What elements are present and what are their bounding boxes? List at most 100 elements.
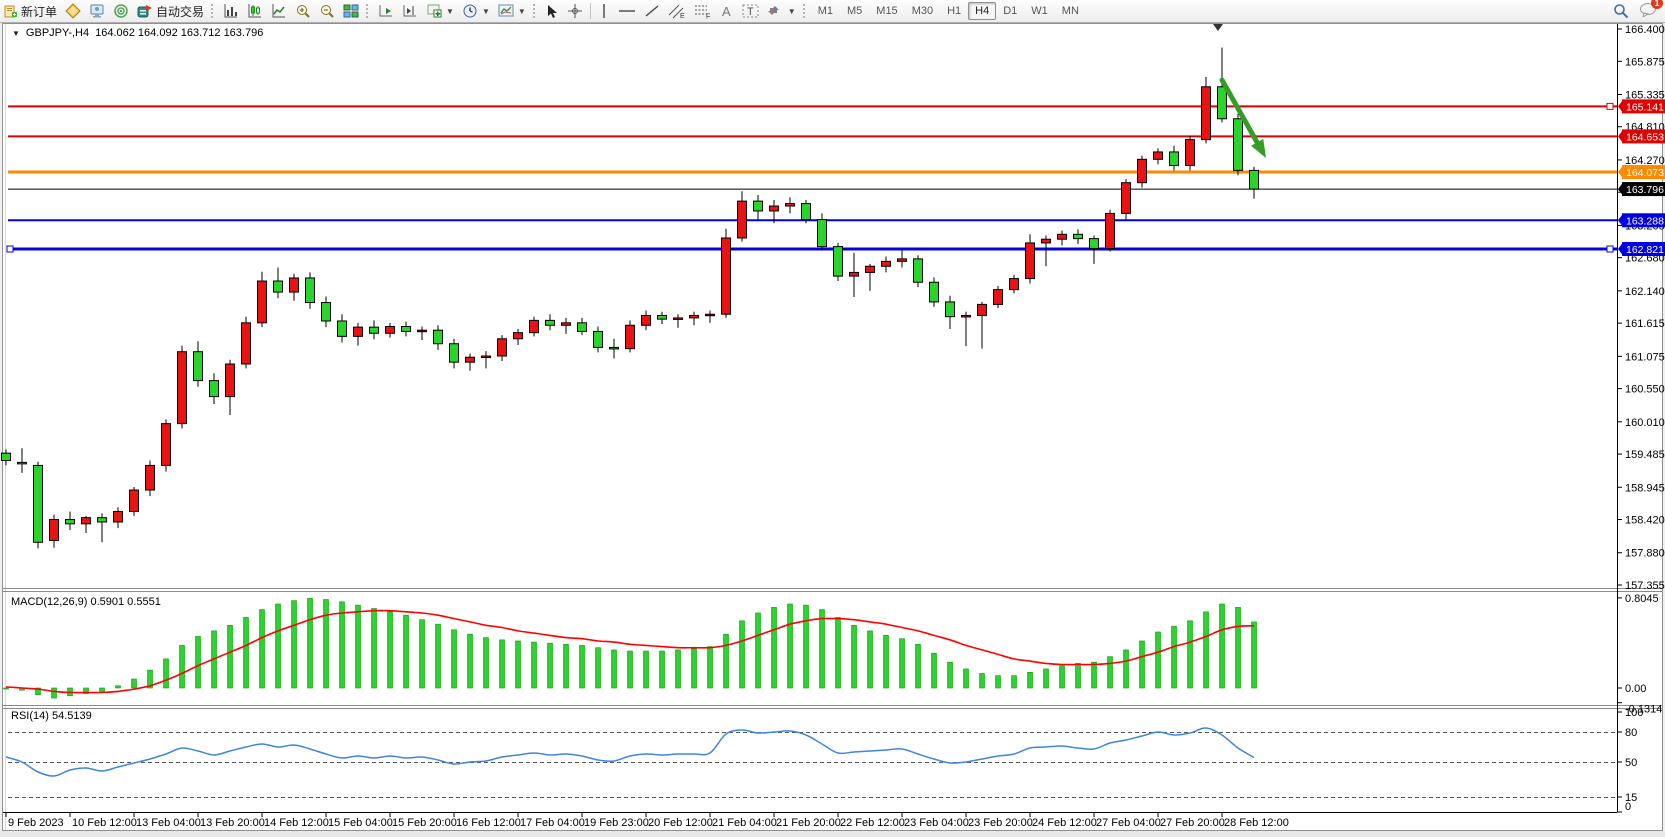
svg-text:163.288: 163.288 [1626, 215, 1664, 227]
zoom-in-icon [297, 5, 310, 18]
candle-body [753, 200, 763, 212]
timeframe-button-M1[interactable]: M1 [817, 5, 833, 17]
candle-body [337, 320, 347, 337]
macd-histogram-bar [931, 652, 937, 689]
toolbar-grip[interactable] [211, 4, 216, 18]
chart-shift-button[interactable] [398, 1, 422, 21]
new-order-icon [4, 5, 17, 18]
candle-body [577, 322, 587, 332]
zoom-out-button[interactable] [315, 1, 339, 21]
candle-body [609, 346, 619, 350]
candlestick-chart-icon [248, 4, 262, 18]
templates-button[interactable]: ▼ [494, 1, 530, 21]
autotrading-button[interactable]: 自动交易 [133, 1, 208, 21]
chart-shift-marker[interactable] [1213, 24, 1223, 31]
bar-chart-icon [224, 4, 238, 18]
macd-histogram-bar [147, 669, 153, 689]
indicators-button[interactable]: ▼ [422, 1, 458, 21]
new-chart-button[interactable] [61, 1, 85, 21]
candle-body [1105, 212, 1115, 249]
chart-title: ▼ GBPJPY-,H4 164.062 164.092 163.712 163… [12, 27, 263, 39]
hline-handle[interactable] [1606, 245, 1614, 253]
timeframe-button-D1[interactable]: D1 [1003, 5, 1018, 17]
crosshair-button[interactable] [563, 1, 587, 21]
time-tick-label: 21 Feb 20:00 [776, 817, 841, 829]
macd-histogram-bar [1187, 620, 1193, 689]
candle-body [1153, 151, 1163, 160]
notifications-button[interactable]: 1 [1639, 0, 1663, 20]
toolbar-grip[interactable] [532, 4, 538, 18]
candle-body [545, 319, 555, 326]
profiles-button[interactable] [85, 1, 109, 21]
dropdown-caret-icon: ▼ [517, 6, 526, 16]
symbol-collapse-icon[interactable]: ▼ [12, 28, 20, 38]
candle-body [1169, 151, 1179, 166]
macd-histogram-bar [787, 603, 793, 689]
timeframe-button-M5[interactable]: M5 [847, 5, 863, 17]
search-icon[interactable] [1613, 3, 1629, 19]
macd-histogram-bar [291, 600, 297, 689]
vertical-line-button[interactable] [594, 1, 614, 21]
price-label-162.821 [1622, 242, 1665, 257]
candle-body [1041, 238, 1051, 244]
rsi-line [5, 727, 1255, 777]
text-button[interactable]: A [716, 1, 738, 21]
candle-body [1121, 182, 1131, 214]
candle-body [465, 356, 475, 363]
arrows-button[interactable]: ▼ [764, 1, 800, 21]
tile-windows-button[interactable] [339, 1, 363, 21]
time-tick-label: 13 Feb 04:00 [136, 817, 201, 829]
add-indicator-icon [427, 4, 442, 18]
macd-histogram-bar [83, 687, 89, 694]
candle-body [49, 519, 59, 541]
toolbar-grip[interactable] [802, 4, 808, 18]
bar-chart-button[interactable] [219, 1, 243, 21]
annotation-arrow[interactable] [1219, 77, 1261, 147]
trendline-button[interactable] [640, 1, 664, 21]
line-chart-button[interactable] [267, 1, 291, 21]
timeframe-button-M15[interactable]: M15 [876, 5, 898, 17]
candle-body [193, 351, 203, 382]
svg-text:163.796: 163.796 [1626, 184, 1664, 196]
candle-body [385, 326, 395, 334]
annotation-arrow-head[interactable] [1251, 138, 1266, 158]
trendline-icon [645, 5, 659, 17]
price-tick-label: 166.400 [1625, 24, 1665, 36]
hline-handle[interactable] [1606, 102, 1614, 110]
signals-button[interactable] [109, 1, 133, 21]
macd-histogram-bar [883, 635, 889, 689]
new-order-button[interactable]: 新订单 [0, 1, 61, 21]
autotrading-label: 自动交易 [156, 4, 205, 19]
toolbar-grip[interactable] [366, 4, 371, 18]
timeframe-button-M30[interactable]: M30 [911, 5, 934, 17]
timeframe-button-H1[interactable]: H1 [947, 5, 962, 17]
macd-histogram-bar [99, 687, 105, 692]
price-label-163.796 [1622, 182, 1665, 197]
candlestick-chart-button[interactable] [243, 1, 267, 21]
candle-body [529, 319, 539, 334]
macd-histogram-bar [1155, 631, 1161, 689]
horizontal-line-button[interactable] [614, 1, 640, 21]
candle-body [433, 329, 443, 345]
candle-body [1073, 233, 1083, 240]
candle-body [81, 517, 91, 525]
zoom-in-button[interactable] [291, 1, 315, 21]
macd-histogram-bar [835, 617, 841, 689]
ohlc-values: 164.062 164.092 163.712 163.796 [95, 27, 264, 39]
equidistant-channel-button[interactable]: E [664, 1, 690, 21]
timeframe-button-H4[interactable]: H4 [968, 2, 997, 20]
text-label-button[interactable]: T [738, 1, 764, 21]
autoscroll-button[interactable] [374, 1, 398, 21]
candle-body [737, 200, 747, 239]
macd-indicator-label: MACD(12,26,9) 0.5901 0.5551 [11, 596, 161, 608]
candle-body [673, 317, 683, 320]
fibonacci-button[interactable]: F [690, 1, 716, 21]
timeframe-button-W1[interactable]: W1 [1031, 5, 1048, 17]
svg-text:F: F [706, 14, 710, 20]
periods-button[interactable]: ▼ [458, 1, 494, 21]
hline-handle[interactable] [6, 245, 14, 253]
cursor-button[interactable] [541, 1, 563, 21]
timeframe-button-MN[interactable]: MN [1061, 5, 1079, 17]
rsi-indicator-label: RSI(14) 54.5139 [11, 710, 92, 722]
